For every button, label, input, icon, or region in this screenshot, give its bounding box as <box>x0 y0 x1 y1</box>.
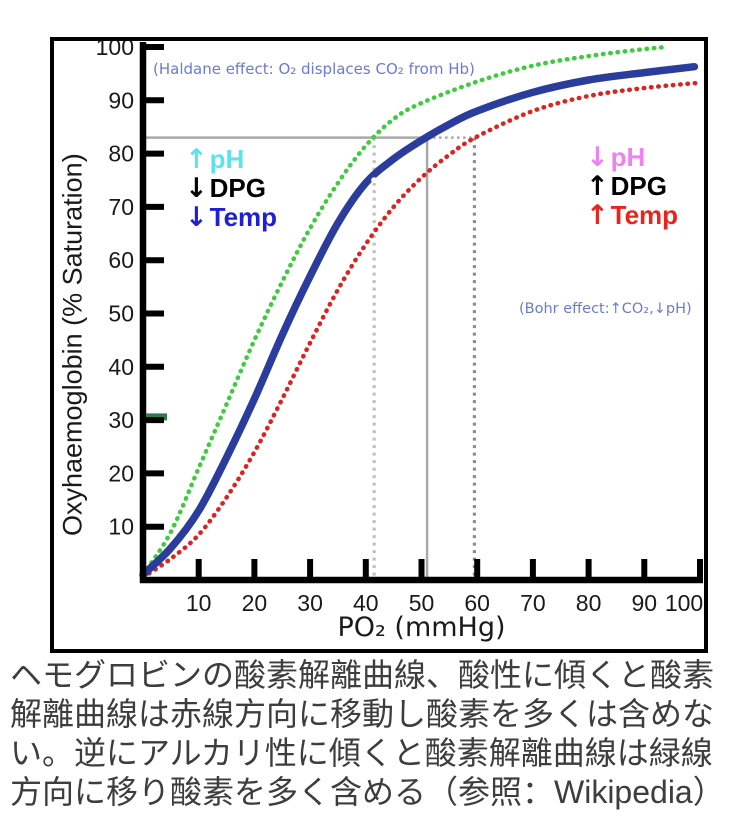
left-factor-dpg-label: DPG <box>209 173 266 203</box>
curve-left-shifted <box>140 44 669 577</box>
y-tick-label-60: 60 <box>108 247 134 273</box>
figure-caption: ヘモグロビンの酸素解離曲線、酸性に傾くと酸素解離曲線は赤線方向に移動し酸素を多く… <box>10 657 725 810</box>
chart-frame: 10 20 30 40 50 60 70 80 90 100 10 20 30 40 50 60 70 80 90 1… <box>50 37 708 653</box>
left-factor-temp: ↓ Temp <box>185 202 278 233</box>
x-tick-label-50: 50 <box>409 590 435 616</box>
curve-right-shifted <box>140 80 703 580</box>
x-axis-label: PO₂ (mmHg) <box>337 612 506 643</box>
down-arrow-icon: ↓ <box>185 173 208 204</box>
y-tick-label-90: 90 <box>108 87 134 113</box>
right-factor-dpg-label: DPG <box>610 171 667 201</box>
left-shift-factors: ↑ pH ↓ DPG ↓ Temp <box>185 144 278 233</box>
x-tick-label-100: 100 <box>665 590 703 616</box>
y-tick-label-40: 40 <box>108 354 134 380</box>
y-tick-label-80: 80 <box>108 141 134 167</box>
up-arrow-icon: ↑ <box>185 144 208 175</box>
y-tick-label-70: 70 <box>108 194 134 220</box>
x-tick-label-30: 30 <box>297 590 323 616</box>
right-factor-temp: ↑ Temp <box>586 200 679 231</box>
right-factor-ph-label: pH <box>610 142 646 172</box>
x-tick-label-70: 70 <box>520 590 546 616</box>
curve-normal <box>139 62 699 579</box>
right-factor-dpg: ↑ DPG <box>586 171 678 202</box>
left-factor-ph: ↑ pH <box>185 144 277 175</box>
curve-marker-dot <box>371 177 378 184</box>
x-tick-label-80: 80 <box>576 590 602 616</box>
axes <box>139 42 703 584</box>
up-arrow-icon: ↑ <box>586 200 609 231</box>
x-tick-label-40: 40 <box>353 590 379 616</box>
down-arrow-icon: ↓ <box>586 142 609 173</box>
y-tick-label-10: 10 <box>108 514 134 540</box>
right-factor-temp-label: Temp <box>610 200 679 230</box>
y-tick-label-100: 100 <box>96 41 134 60</box>
down-arrow-icon: ↓ <box>185 202 208 233</box>
haldane-effect-note: (Haldane effect: O₂ displaces CO₂ from H… <box>153 60 475 78</box>
left-factor-dpg: ↓ DPG <box>185 173 277 204</box>
x-tick-label-60: 60 <box>464 590 490 616</box>
y-tick-label-20: 20 <box>108 460 134 486</box>
y-axis-label: Oxyhaemoglobin (% Saturation) <box>57 153 88 537</box>
up-arrow-icon: ↑ <box>586 171 609 202</box>
x-tick-label-90: 90 <box>632 590 658 616</box>
right-factor-ph: ↓ pH <box>586 142 678 173</box>
left-factor-ph-label: pH <box>209 144 245 174</box>
right-shift-factors: ↓ pH ↑ DPG ↑ Temp <box>586 142 679 231</box>
left-factor-temp-label: Temp <box>209 202 278 232</box>
oxygen-dissociation-curve-chart: 10 20 30 40 50 60 70 80 90 100 10 20 30 40 50 60 70 80 90 1… <box>96 41 704 616</box>
y-tick-label-30: 30 <box>108 407 134 433</box>
x-tick-label-10: 10 <box>186 590 212 616</box>
y-tick-label-50: 50 <box>108 301 134 327</box>
bohr-effect-note: (Bohr effect:↑CO₂,↓pH) <box>519 301 692 317</box>
x-tick-label-20: 20 <box>242 590 268 616</box>
